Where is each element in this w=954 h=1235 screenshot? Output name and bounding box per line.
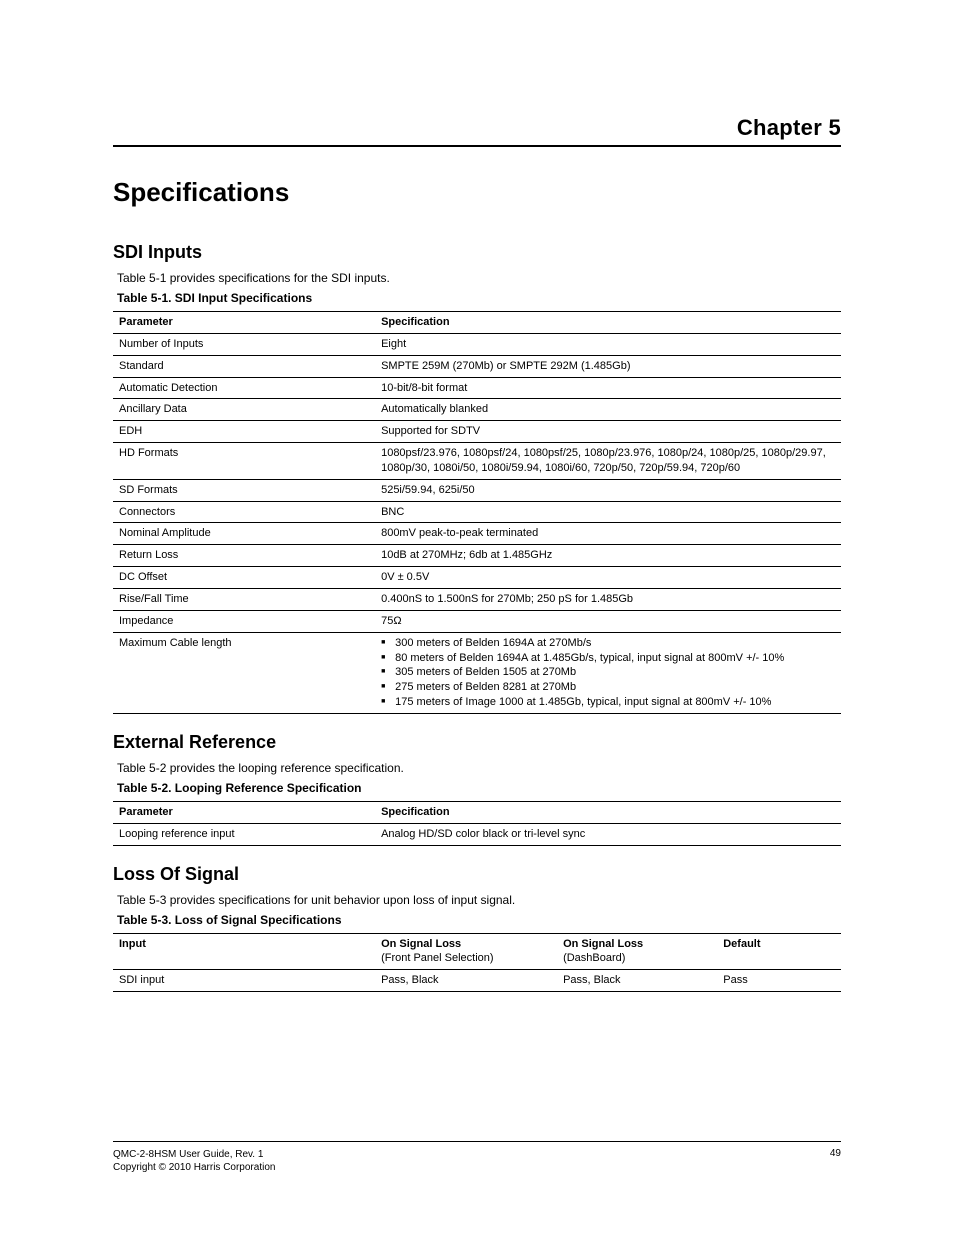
table-sdi-col-spec: Specification: [375, 312, 841, 334]
table-cell-label: SD Formats: [113, 479, 375, 501]
table-cell-label: Standard: [113, 355, 375, 377]
table-row: Return Loss10dB at 270MHz; 6db at 1.485G…: [113, 545, 841, 567]
table-loss-col-dash: On Signal Loss (DashBoard): [557, 933, 717, 970]
table-loss-col-front-main: On Signal Loss: [381, 938, 461, 950]
section-sdi-heading: SDI Inputs: [113, 242, 841, 263]
list-item: 300 meters of Belden 1694A at 270Mb/s: [381, 636, 835, 651]
footer-left: QMC-2-8HSM User Guide, Rev. 1 Copyright …: [113, 1148, 275, 1174]
section-loss-heading: Loss Of Signal: [113, 864, 841, 885]
table-row: Looping reference inputAnalog HD/SD colo…: [113, 823, 841, 845]
table-cell-value: 0.400nS to 1.500nS for 270Mb; 250 pS for…: [375, 588, 841, 610]
section-loss-intro: Table 5-3 provides specifications for un…: [117, 893, 841, 907]
table-cell-label: Number of Inputs: [113, 333, 375, 355]
table-cell-input: SDI input: [113, 970, 375, 992]
table-cell-label: Ancillary Data: [113, 399, 375, 421]
table-ref: Parameter Specification Looping referenc…: [113, 801, 841, 846]
table-cell-value: 525i/59.94, 625i/50: [375, 479, 841, 501]
footer: QMC-2-8HSM User Guide, Rev. 1 Copyright …: [113, 1141, 841, 1174]
list-item: 175 meters of Image 1000 at 1.485Gb, typ…: [381, 695, 835, 710]
table-row: HD Formats1080psf/23.976, 1080psf/24, 10…: [113, 443, 841, 480]
table-row: Maximum Cable length300 meters of Belden…: [113, 632, 841, 713]
table-cell-value: Supported for SDTV: [375, 421, 841, 443]
table-cell-label: DC Offset: [113, 567, 375, 589]
table-cell-label: Rise/Fall Time: [113, 588, 375, 610]
table-cell-front: Pass, Black: [375, 970, 557, 992]
table-row: SD Formats525i/59.94, 625i/50: [113, 479, 841, 501]
table-row: Number of InputsEight: [113, 333, 841, 355]
table-loss-caption: Table 5-3. Loss of Signal Specifications: [117, 913, 841, 927]
table-ref-caption: Table 5-2. Looping Reference Specificati…: [117, 781, 841, 795]
table-loss-col-front-sub: (Front Panel Selection): [381, 951, 551, 966]
table-cell-value: 10-bit/8-bit format: [375, 377, 841, 399]
table-cell-value: 75Ω: [375, 610, 841, 632]
table-cell-label: Impedance: [113, 610, 375, 632]
table-loss-col-dash-sub: (DashBoard): [563, 951, 711, 966]
table-cell-label: Looping reference input: [113, 823, 375, 845]
table-sdi-col-parameter: Parameter: [113, 312, 375, 334]
list-item: 275 meters of Belden 8281 at 270Mb: [381, 680, 835, 695]
section-ref-heading: External Reference: [113, 732, 841, 753]
section-ref-intro: Table 5-2 provides the looping reference…: [117, 761, 841, 775]
chapter-header: Chapter 5: [113, 115, 841, 147]
table-cell-value: 300 meters of Belden 1694A at 270Mb/s80 …: [375, 632, 841, 713]
table-row: ConnectorsBNC: [113, 501, 841, 523]
table-cell-value: Eight: [375, 333, 841, 355]
table-cell-label: HD Formats: [113, 443, 375, 480]
table-loss-col-default: Default: [717, 933, 841, 970]
list-item: 80 meters of Belden 1694A at 1.485Gb/s, …: [381, 651, 835, 666]
table-row: Impedance75Ω: [113, 610, 841, 632]
table-cell-value: SMPTE 259M (270Mb) or SMPTE 292M (1.485G…: [375, 355, 841, 377]
table-row: Ancillary DataAutomatically blanked: [113, 399, 841, 421]
table-ref-col-spec: Specification: [375, 801, 841, 823]
table-row: Rise/Fall Time0.400nS to 1.500nS for 270…: [113, 588, 841, 610]
table-loss-col-input: Input: [113, 933, 375, 970]
table-cell-label: EDH: [113, 421, 375, 443]
table-cell-label: Return Loss: [113, 545, 375, 567]
table-loss-col-dash-main: On Signal Loss: [563, 938, 643, 950]
table-row: DC Offset0V ± 0.5V: [113, 567, 841, 589]
table-sdi-caption: Table 5-1. SDI Input Specifications: [117, 291, 841, 305]
list-item: 305 meters of Belden 1505 at 270Mb: [381, 665, 835, 680]
chapter-label: Chapter 5: [737, 115, 841, 141]
table-sdi: Parameter Specification Number of Inputs…: [113, 311, 841, 714]
table-cell-value: BNC: [375, 501, 841, 523]
table-cell-value: 0V ± 0.5V: [375, 567, 841, 589]
table-cell-label: Automatic Detection: [113, 377, 375, 399]
table-cell-label: Maximum Cable length: [113, 632, 375, 713]
table-cell-value: Automatically blanked: [375, 399, 841, 421]
footer-page-number: 49: [830, 1148, 841, 1159]
footer-doc-title: QMC-2-8HSM User Guide, Rev. 1: [113, 1148, 275, 1161]
table-cell-label: Nominal Amplitude: [113, 523, 375, 545]
table-row: StandardSMPTE 259M (270Mb) or SMPTE 292M…: [113, 355, 841, 377]
table-cell-value: Analog HD/SD color black or tri-level sy…: [375, 823, 841, 845]
table-row: Automatic Detection10-bit/8-bit format: [113, 377, 841, 399]
table-cell-dash: Pass, Black: [557, 970, 717, 992]
table-cell-default: Pass: [717, 970, 841, 992]
table-row: EDHSupported for SDTV: [113, 421, 841, 443]
table-cell-label: Connectors: [113, 501, 375, 523]
table-cell-value: 10dB at 270MHz; 6db at 1.485GHz: [375, 545, 841, 567]
table-row: Nominal Amplitude800mV peak-to-peak term…: [113, 523, 841, 545]
table-cell-value: 1080psf/23.976, 1080psf/24, 1080psf/25, …: [375, 443, 841, 480]
table-ref-col-parameter: Parameter: [113, 801, 375, 823]
table-loss-col-front: On Signal Loss (Front Panel Selection): [375, 933, 557, 970]
table-row: SDI inputPass, BlackPass, BlackPass: [113, 970, 841, 992]
page-title: Specifications: [113, 177, 841, 208]
section-sdi-intro: Table 5-1 provides specifications for th…: [117, 271, 841, 285]
table-loss: Input On Signal Loss (Front Panel Select…: [113, 933, 841, 993]
table-cell-value: 800mV peak-to-peak terminated: [375, 523, 841, 545]
footer-copyright: Copyright © 2010 Harris Corporation: [113, 1161, 275, 1174]
